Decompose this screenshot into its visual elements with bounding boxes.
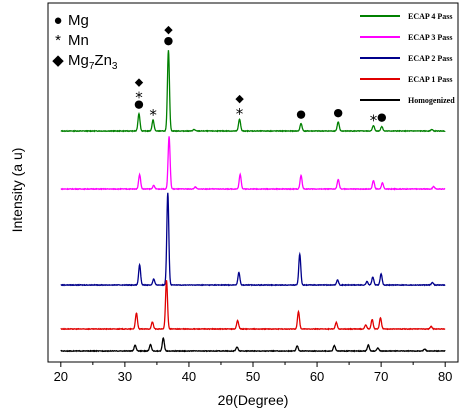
series-line-ecap-3-pass	[60, 136, 446, 191]
plot-area	[60, 50, 446, 353]
peak-marker: *	[135, 89, 143, 107]
phase-key: ● Mg * Mn◆ Mg7Zn3	[52, 12, 118, 72]
x-axis-title: 2θ(Degree)	[218, 392, 289, 408]
peak-marker: *	[370, 112, 378, 130]
peak-marker: ◆	[235, 92, 244, 105]
legend-label: Homogenized	[408, 96, 455, 105]
phase-key-label: Mg7Zn3	[68, 52, 118, 72]
peak-marker: ●	[134, 98, 144, 111]
peak-marker: ●	[164, 34, 174, 47]
x-tick-label: 20	[54, 369, 68, 384]
series-line-ecap-2-pass	[60, 192, 446, 287]
peak-annotations: ●*◆*●◆*◆● ● * ●	[134, 23, 386, 130]
legend-label: ECAP 2 Pass	[408, 54, 452, 63]
phase-key-symbol: ◆	[52, 52, 64, 69]
phase-key-label: Mn	[68, 32, 89, 49]
phase-key-symbol: *	[55, 32, 61, 49]
legend-label: ECAP 4 Pass	[408, 12, 452, 21]
x-tick-label: 40	[182, 369, 196, 384]
x-tick-label: 80	[438, 369, 452, 384]
series-line-ecap-4-pass	[60, 50, 446, 133]
x-axis: 20 30 40 50 60 70 80	[54, 362, 452, 384]
series-line-homogenized	[60, 336, 446, 353]
x-tick-label: 70	[374, 369, 388, 384]
peak-marker: ●	[377, 111, 387, 124]
peak-marker: *	[236, 105, 244, 123]
phase-key-symbol: ●	[53, 12, 62, 29]
peak-marker: ●	[333, 106, 343, 119]
peak-marker: ●	[296, 108, 306, 121]
peak-marker: *	[149, 106, 157, 124]
legend-label: ECAP 3 Pass	[408, 33, 452, 42]
peak-marker: ◆	[164, 23, 173, 36]
series-line-ecap-1-pass	[60, 280, 446, 331]
x-tick-label: 30	[118, 369, 132, 384]
legend: ECAP 4 Pass ECAP 3 Pass ECAP 2 Pass ECAP 1 …	[360, 12, 455, 105]
x-tick-label: 50	[246, 369, 260, 384]
y-axis-title: Intensity (a u)	[9, 148, 25, 233]
phase-key-label: Mg	[68, 12, 89, 29]
x-tick-label: 60	[310, 369, 324, 384]
peak-marker: ◆	[135, 76, 144, 89]
legend-label: ECAP 1 Pass	[408, 75, 452, 84]
